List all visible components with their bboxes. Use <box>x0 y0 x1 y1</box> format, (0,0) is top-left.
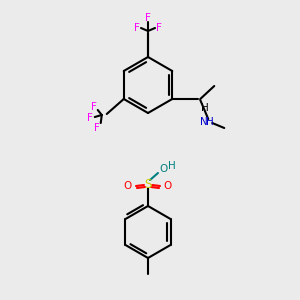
Text: O: O <box>160 164 168 174</box>
Text: H: H <box>201 103 209 113</box>
Text: F: F <box>87 113 93 123</box>
Text: O: O <box>164 181 172 191</box>
Text: O: O <box>124 181 132 191</box>
Text: F: F <box>134 23 140 33</box>
Text: H: H <box>206 117 214 127</box>
Text: F: F <box>91 102 97 112</box>
Text: F: F <box>156 23 162 33</box>
Text: F: F <box>145 13 151 23</box>
Text: S: S <box>144 178 152 190</box>
Text: H: H <box>168 161 176 171</box>
Text: F: F <box>94 123 100 133</box>
Text: N: N <box>200 117 208 127</box>
